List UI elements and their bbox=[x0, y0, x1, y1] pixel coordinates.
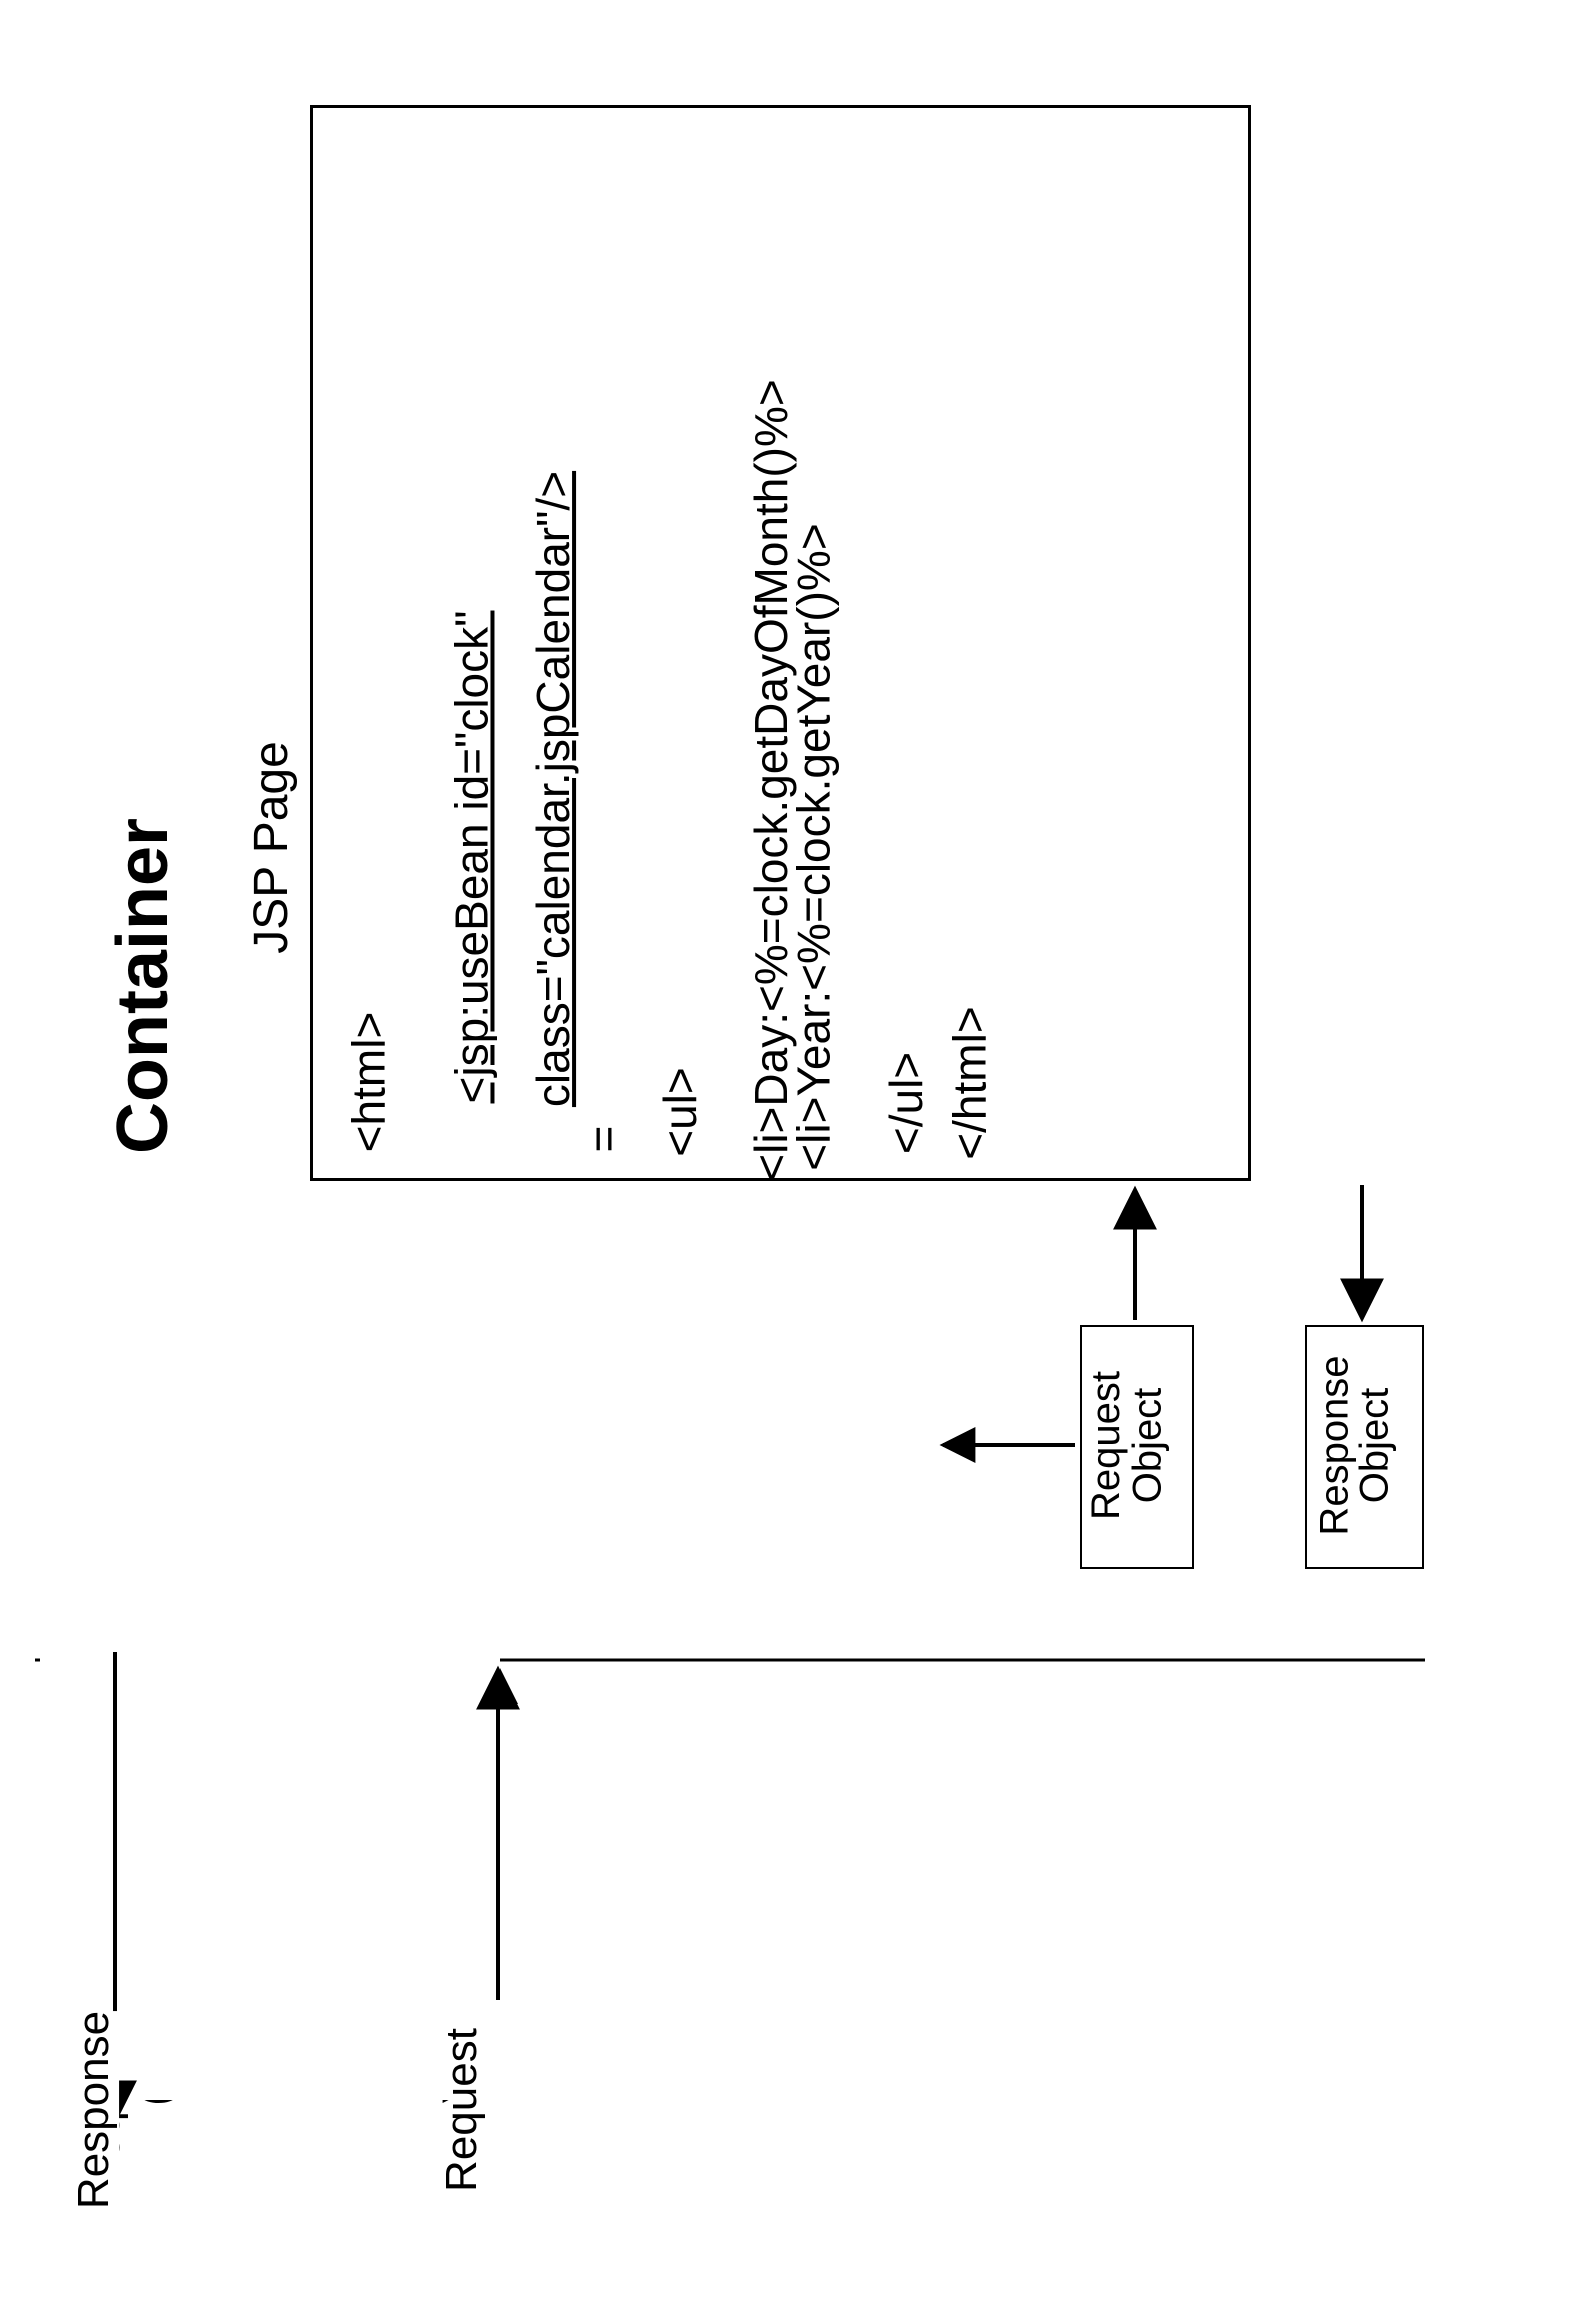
response-object-line1: Response bbox=[1313, 1355, 1358, 1535]
code-line-4: = bbox=[576, 1126, 630, 1153]
request-object-line1: Request bbox=[1084, 1371, 1129, 1520]
code-line-3-text: class="calendar.jspCalendar"/> bbox=[527, 471, 579, 1107]
code-line-7: <li>Year:<%=clock.getYear()%> bbox=[787, 523, 841, 1170]
http-label: HTTP bbox=[222, 1818, 272, 1933]
container-title: Container bbox=[102, 818, 184, 1154]
request-object-line2: Object bbox=[1125, 1388, 1170, 1504]
response-object-line2: Object bbox=[1352, 1388, 1397, 1504]
request-label-fixed: Request bbox=[437, 2028, 487, 2192]
code-line-9: </html> bbox=[943, 1006, 997, 1159]
response-label-fixed: Response bbox=[69, 2011, 119, 2209]
jsp-page-title: JSP Page bbox=[244, 741, 299, 954]
response-label: Response bbox=[69, 1446, 119, 1644]
code-line-8: </ul> bbox=[879, 1052, 933, 1154]
code-line-5: <ul> bbox=[653, 1067, 707, 1157]
code-line-3: class="calendar.jspCalendar"/> bbox=[526, 471, 580, 1107]
client-title: Client bbox=[119, 1906, 201, 2106]
code-line-2: <jsp:useBean id="clock" bbox=[444, 611, 498, 1104]
code-line-1: <html> bbox=[341, 1012, 395, 1153]
